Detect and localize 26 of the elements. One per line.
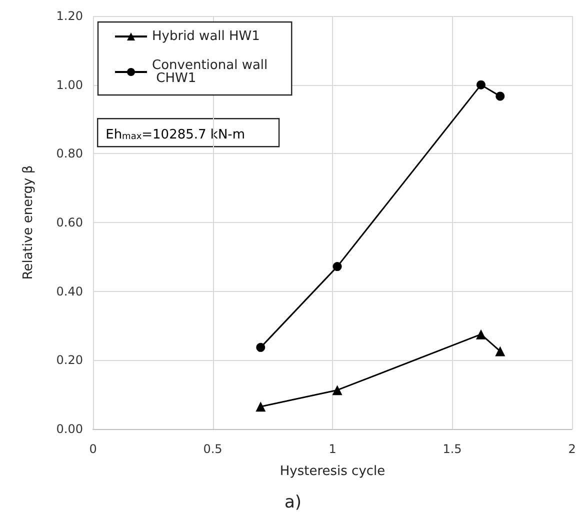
- point: [496, 92, 505, 101]
- x-tick-label: 2: [568, 442, 576, 456]
- legend-label: Conventional wall CHW1: [152, 58, 268, 86]
- point: [256, 402, 266, 412]
- y-tick-label: 0.60: [56, 216, 83, 230]
- x-tick-label: 1.5: [442, 442, 462, 456]
- x-tick-label: 0: [89, 442, 97, 456]
- point: [476, 329, 486, 340]
- annotation: Ehmax=10285.7 kN-m: [106, 128, 246, 143]
- point: [332, 385, 342, 396]
- legend-label: Hybrid wall HW1: [152, 29, 260, 44]
- text: a): [284, 492, 302, 512]
- y-axis-title: Relative energy β: [21, 165, 36, 280]
- point: [476, 80, 486, 90]
- y-tick-label: 1.20: [56, 9, 83, 23]
- y-tick-label: 0.20: [56, 353, 83, 368]
- x-axis-title: Hysteresis cycle: [280, 464, 386, 479]
- x-tick-label: 0.5: [203, 442, 222, 456]
- point: [256, 342, 266, 352]
- point: [495, 346, 506, 356]
- y-tick-label: 1.00: [56, 78, 83, 92]
- point: [332, 262, 342, 272]
- y-tick-label: 0.80: [56, 146, 83, 161]
- y-tick-label: 0.40: [56, 284, 83, 298]
- x-tick-label: 1: [328, 442, 336, 456]
- y-tick-label: 0.00: [56, 422, 83, 436]
